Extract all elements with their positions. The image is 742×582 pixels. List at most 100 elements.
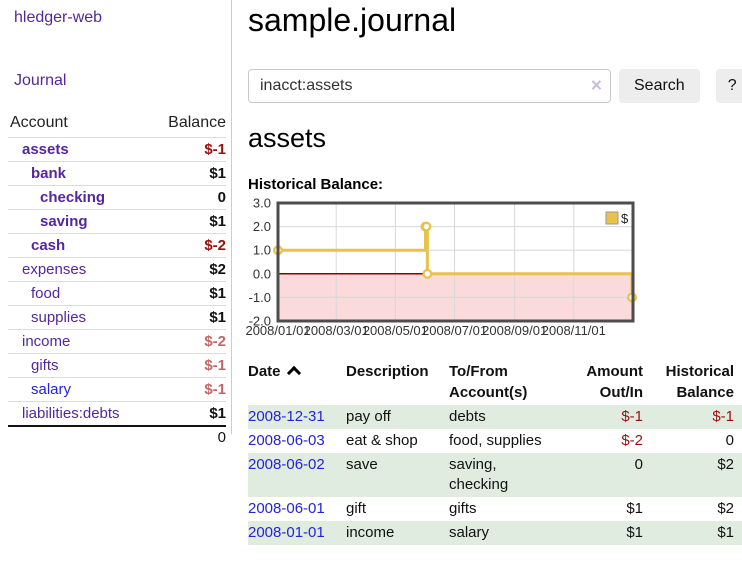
account-link-salary[interactable]: salary [31,381,72,398]
svg-text:2008/01/01: 2008/01/01 [245,323,310,338]
main-content: sample.journal × Search ? assets Histori… [245,0,742,545]
data-point-marker [422,268,433,279]
svg-text:2008/05/01: 2008/05/01 [363,323,428,338]
account-row-saving: saving $1 [8,209,226,234]
account-link-liabilities:debts[interactable]: liabilities:debts [22,405,120,422]
data-point-marker [421,221,432,232]
transaction-description: save [346,455,378,473]
transaction-amount: $1 [626,499,643,517]
transaction-amount: $-1 [621,407,643,425]
sidebar-item-journal[interactable]: Journal [14,72,67,89]
transaction-balance: $-1 [712,407,734,425]
account-row-bank: bank $1 [8,161,226,186]
search-input[interactable] [248,68,611,103]
account-link-supplies[interactable]: supplies [31,309,87,326]
svg-text:2008/03/01: 2008/03/01 [304,323,369,338]
svg-text:0.0: 0.0 [253,266,271,281]
account-balance: $-2 [204,333,226,350]
account-link-food[interactable]: food [31,285,61,302]
account-row-gifts: gifts $-1 [8,353,226,378]
account-row-income: income $-2 [8,329,226,354]
svg-text:-1.0: -1.0 [249,290,271,305]
accounts-total-value: 0 [217,429,226,446]
register-col-date[interactable]: Date [248,359,346,405]
account-heading: assets [248,122,327,153]
legend-label: $ [621,211,629,226]
app-title-link[interactable]: hledger-web [14,9,103,26]
register-row: 2008-06-03 eat & shop food, supplies $-2 0 [248,429,742,453]
account-balance: $2 [209,261,226,278]
account-balance: $-1 [204,357,226,374]
account-row-food: food $1 [8,281,226,306]
transaction-description: pay off [346,407,391,425]
register-col-description: Description [346,362,429,380]
account-link-income[interactable]: income [22,333,71,350]
accounts-header-account: Account [10,114,68,131]
account-row-supplies: supplies $1 [8,305,226,330]
transaction-accounts: food, supplies [449,431,542,449]
account-row-checking: checking 0 [8,185,226,210]
transaction-amount: 0 [634,455,643,473]
transaction-date-link[interactable]: 2008-06-01 [248,499,325,517]
account-row-salary: salary $-1 [8,377,226,402]
search-button[interactable]: Search [619,68,700,103]
account-row-assets: assets $-1 [8,137,226,162]
register-row: 2008-01-01 income salary $1 $1 [248,520,742,545]
svg-text:2008/11/01: 2008/11/01 [542,323,606,338]
account-balance: $1 [209,309,226,326]
sort-ascending-icon [286,365,301,380]
account-link-saving[interactable]: saving [40,213,88,230]
transaction-date-cell: 2008-12-31 [248,405,346,429]
transaction-date-cell: 2008-06-01 [248,497,346,521]
register-col-historical-balance: Historical Balance [665,362,734,401]
transaction-date-cell: 2008-06-02 [248,453,346,497]
transaction-balance: $1 [717,523,734,541]
register-header-row: Date Description To/From Account(s) Amount … [248,359,742,405]
transaction-amount: $1 [626,523,643,541]
svg-text:2008/07/01: 2008/07/01 [422,323,487,338]
chart-title: Historical Balance: [248,175,384,193]
account-balance: $-1 [204,141,226,158]
account-link-cash[interactable]: cash [31,237,66,254]
historical-balance-chart: 3.0 2.0 1.0 0.0 -1.0 -2.02008/01/012008/03/01… [245,195,637,338]
transaction-date-link[interactable]: 2008-12-31 [248,407,325,425]
account-balance: $1 [209,213,226,230]
transaction-description: income [346,523,395,541]
transaction-date-link[interactable]: 2008-06-03 [248,431,325,449]
transaction-date-link[interactable]: 2008-01-01 [248,523,325,541]
register-row: 2008-06-02 save saving, checking 0 $2 [248,452,742,497]
transaction-date-link[interactable]: 2008-06-02 [248,455,325,473]
account-link-checking[interactable]: checking [40,189,106,206]
account-link-gifts[interactable]: gifts [31,357,59,374]
svg-text:2008/09/01: 2008/09/01 [482,323,547,338]
account-link-assets[interactable]: assets [22,141,69,158]
transaction-description: gift [346,499,367,517]
register-row: 2008-06-01 gift gifts $1 $2 [248,497,742,521]
svg-text:-2.0: -2.0 [249,313,271,328]
account-balance: 0 [217,189,226,206]
legend-swatch [605,211,619,225]
transaction-accounts: salary [449,523,490,541]
help-button[interactable]: ? [715,68,742,103]
account-row-expenses: expenses $2 [8,257,226,282]
svg-text:1.0: 1.0 [253,243,271,258]
transaction-balance: 0 [725,431,734,449]
account-link-expenses[interactable]: expenses [22,261,87,278]
page-title: sample.journal [248,2,457,38]
register-row: 2008-12-31 pay off debts $-1 $-1 [248,404,742,429]
account-balance: $1 [209,165,226,182]
accounts-total-row: 0 [8,426,226,448]
chart-frame [276,201,635,323]
account-balance: $-1 [204,381,226,398]
accounts-header-balance: Balance [168,114,226,131]
account-row-liabilities:debts: liabilities:debts $1 [8,401,226,427]
transaction-date-cell: 2008-01-01 [248,521,346,545]
register-table: Date Description To/From Account(s) Amount … [248,359,742,545]
account-balance: $1 [209,405,226,422]
transaction-date-cell: 2008-06-03 [248,429,346,453]
clear-search-icon[interactable]: × [590,75,602,97]
account-link-bank[interactable]: bank [31,165,67,182]
transaction-accounts: gifts [449,499,477,517]
account-balance: $1 [209,285,226,302]
search-form: × Search ? [248,68,742,103]
